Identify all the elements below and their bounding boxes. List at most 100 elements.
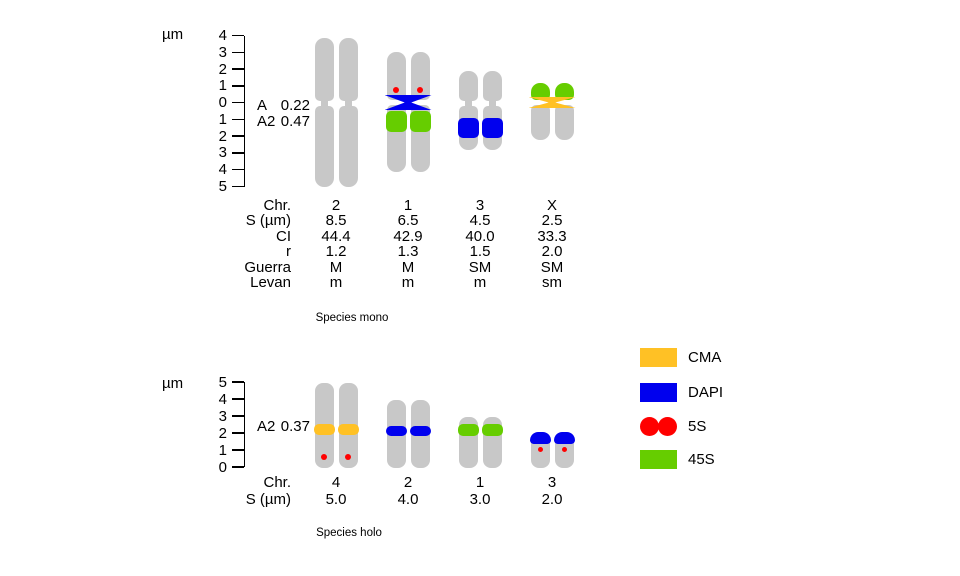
axis-tick <box>232 135 244 137</box>
table-cell: X <box>546 196 558 214</box>
annotation-label: A2 <box>257 417 276 435</box>
centromere-constriction <box>464 95 472 112</box>
legend-label: DAPI <box>688 384 724 401</box>
axis-tick <box>232 381 244 383</box>
axis-tick <box>232 449 244 451</box>
axis-line <box>243 382 245 467</box>
axis-tick <box>232 68 244 70</box>
chromatid-long-arm <box>314 105 334 187</box>
axis-tick <box>232 118 244 121</box>
chromatid-short-arm <box>386 52 406 100</box>
annotation-row: A2 0.47 <box>257 114 310 130</box>
table-cell: 1 <box>475 473 485 491</box>
axis-tick <box>232 466 244 468</box>
chromosome-band <box>409 111 431 132</box>
annotation-label: A <box>257 97 268 114</box>
axis-line <box>243 35 245 187</box>
table-cell: m <box>473 274 487 291</box>
table-cell: 8.5 <box>325 212 347 229</box>
legend-label: CMA <box>688 349 722 366</box>
table-cell: 4 <box>331 473 341 491</box>
centromere-constriction <box>488 95 496 112</box>
table-cell: m <box>401 274 415 291</box>
axis-tick-label: 5 <box>218 373 227 391</box>
table-cell: 5.0 <box>325 490 347 508</box>
table-cell: M <box>401 258 415 276</box>
unit-label-top: µm <box>162 25 184 43</box>
legend-label: 45S <box>688 451 715 468</box>
table-row-label: S (µm) <box>245 490 291 508</box>
chromosome-band <box>385 426 407 436</box>
legend-label: 5S <box>688 418 707 435</box>
table-cell: 4.0 <box>397 490 419 508</box>
chromosome-band <box>457 118 479 138</box>
species-caption-bottom: Species holo <box>316 527 382 539</box>
axis-tick-label: 3 <box>218 407 227 425</box>
table-cell: SM <box>468 258 492 276</box>
axis-tick-label: 4 <box>218 390 227 408</box>
table-cell: m <box>329 274 343 291</box>
axis-tick-label: 4 <box>218 27 227 44</box>
table-row-label: S (µm) <box>245 212 291 229</box>
table-cell: 2 <box>403 473 413 491</box>
axis-tick <box>232 152 244 154</box>
table-cell: 3 <box>547 473 557 491</box>
chromosome-band <box>481 118 503 138</box>
chromatid-short-arm <box>458 71 478 101</box>
axis-tick <box>232 168 244 171</box>
chromatid-short-arm <box>482 71 502 101</box>
axis-tick <box>232 101 244 104</box>
chromatid-long-arm <box>554 105 574 140</box>
asymmetry-annotations-top: A 0.22 A2 0.47 <box>257 98 310 130</box>
unit-label-bottom: µm <box>162 374 184 392</box>
axis-tick <box>232 85 244 87</box>
table-row-label: Chr. <box>263 196 291 214</box>
axis-tick <box>232 34 244 37</box>
legend-dot-5S <box>658 417 677 436</box>
table-cell: 1.5 <box>469 243 491 260</box>
table-cell: 44.4 <box>321 227 351 245</box>
table-row-label: Levan <box>250 274 291 291</box>
axis-tick <box>232 415 244 417</box>
table-row-label: Chr. <box>263 473 291 491</box>
axis-tick-label: 0 <box>218 94 227 112</box>
table-cell: 33.3 <box>537 227 567 245</box>
table-cell: 2 <box>331 196 341 214</box>
table-cell: 1.3 <box>397 243 419 260</box>
table-cell: 3 <box>475 196 485 214</box>
centromere-band <box>384 95 432 110</box>
asymmetry-annotations-bottom: A2 0.37 <box>257 417 310 435</box>
dot-5S <box>561 446 567 452</box>
table-cell: 2.0 <box>541 490 563 508</box>
annotation-value: 0.37 <box>280 417 310 435</box>
table-cell: 1 <box>403 196 413 214</box>
chromosome-band <box>409 426 431 436</box>
axis-tick <box>232 51 244 54</box>
annotation-value: 0.22 <box>280 97 310 114</box>
table-row-label: CI <box>276 227 291 245</box>
centromere-constriction <box>320 95 328 111</box>
chromosome-band <box>385 111 407 132</box>
centromere-band <box>528 97 576 108</box>
table-cell: 4.5 <box>469 212 491 229</box>
table-row-label: r <box>286 243 291 260</box>
legend-swatch-DAPI <box>640 383 677 402</box>
axis-tick-label: 1 <box>218 77 227 95</box>
chromatid-short-arm <box>554 83 574 100</box>
annotation-row: A 0.22 <box>257 98 310 114</box>
chromatid-short-arm <box>530 83 550 100</box>
table-cell: 1.2 <box>325 243 347 260</box>
chromatid-short-arm <box>314 38 334 101</box>
axis-tick-label: 3 <box>218 43 227 61</box>
dot-5S <box>537 446 543 452</box>
table-cell: 3.0 <box>469 490 491 508</box>
table-cell: 2.0 <box>541 243 563 260</box>
chromatid-long-arm <box>530 105 550 140</box>
legend-swatch-CMA <box>640 348 677 367</box>
axis-tick <box>232 398 244 400</box>
axis-tick-label: 3 <box>218 144 227 162</box>
annotation-value: 0.47 <box>280 113 310 130</box>
dot-5S <box>345 454 351 460</box>
dot-5S <box>393 87 399 93</box>
dot-5S <box>321 454 327 460</box>
